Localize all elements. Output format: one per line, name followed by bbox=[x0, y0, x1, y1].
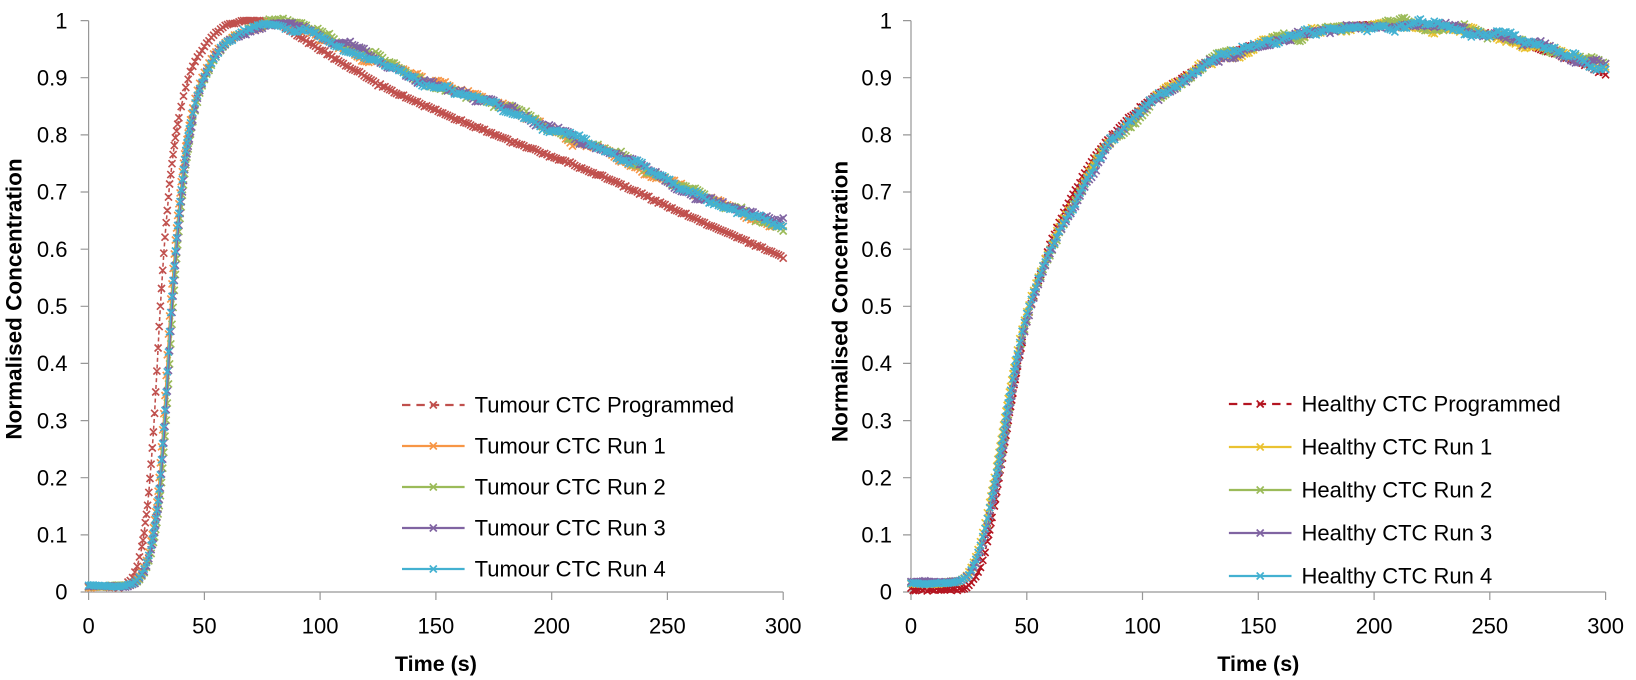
svg-text:0.2: 0.2 bbox=[37, 465, 68, 490]
svg-text:0.5: 0.5 bbox=[861, 294, 892, 319]
svg-text:Healthy CTC Programmed: Healthy CTC Programmed bbox=[1302, 392, 1561, 417]
svg-text:50: 50 bbox=[192, 614, 216, 639]
svg-text:1: 1 bbox=[880, 8, 892, 33]
svg-text:250: 250 bbox=[1471, 614, 1508, 639]
svg-text:0.9: 0.9 bbox=[861, 65, 892, 90]
svg-text:Normalised Concentration: Normalised Concentration bbox=[828, 161, 853, 442]
svg-text:0.4: 0.4 bbox=[37, 351, 68, 376]
svg-text:150: 150 bbox=[418, 614, 455, 639]
svg-text:Healthy CTC Run 4: Healthy CTC Run 4 bbox=[1302, 564, 1493, 589]
svg-text:Tumour CTC Run 1: Tumour CTC Run 1 bbox=[475, 434, 666, 459]
svg-text:Time (s): Time (s) bbox=[1217, 652, 1299, 676]
svg-text:0.6: 0.6 bbox=[861, 237, 892, 262]
svg-text:0.9: 0.9 bbox=[37, 65, 68, 90]
svg-text:0.7: 0.7 bbox=[37, 180, 68, 205]
svg-text:100: 100 bbox=[1124, 614, 1161, 639]
svg-text:0.8: 0.8 bbox=[861, 123, 892, 148]
svg-text:50: 50 bbox=[1015, 614, 1039, 639]
svg-text:0.7: 0.7 bbox=[861, 180, 892, 205]
svg-text:Tumour CTC Run 4: Tumour CTC Run 4 bbox=[475, 557, 666, 582]
svg-text:250: 250 bbox=[649, 614, 686, 639]
svg-text:Normalised Concentration: Normalised Concentration bbox=[2, 158, 27, 439]
svg-text:0.5: 0.5 bbox=[37, 294, 68, 319]
svg-text:200: 200 bbox=[1356, 614, 1393, 639]
svg-text:Tumour CTC Programmed: Tumour CTC Programmed bbox=[475, 393, 735, 418]
svg-text:200: 200 bbox=[533, 614, 570, 639]
svg-text:150: 150 bbox=[1240, 614, 1277, 639]
svg-text:0: 0 bbox=[880, 580, 892, 605]
svg-text:0.1: 0.1 bbox=[861, 523, 892, 548]
svg-text:0: 0 bbox=[905, 614, 917, 639]
svg-text:0: 0 bbox=[82, 614, 94, 639]
svg-text:0: 0 bbox=[55, 580, 67, 605]
svg-text:0.3: 0.3 bbox=[37, 408, 68, 433]
svg-text:Tumour CTC Run 2: Tumour CTC Run 2 bbox=[475, 475, 666, 500]
svg-text:Tumour CTC Run 3: Tumour CTC Run 3 bbox=[475, 516, 666, 541]
svg-text:300: 300 bbox=[765, 614, 802, 639]
svg-text:1: 1 bbox=[55, 8, 67, 33]
svg-text:0.2: 0.2 bbox=[861, 465, 892, 490]
svg-text:0.4: 0.4 bbox=[861, 351, 892, 376]
svg-text:Time (s): Time (s) bbox=[395, 652, 477, 676]
svg-text:Healthy CTC Run 1: Healthy CTC Run 1 bbox=[1302, 435, 1493, 460]
svg-text:Healthy CTC Run 2: Healthy CTC Run 2 bbox=[1302, 478, 1493, 503]
svg-text:300: 300 bbox=[1587, 614, 1624, 639]
svg-text:Healthy CTC Run 3: Healthy CTC Run 3 bbox=[1302, 521, 1493, 546]
svg-text:0.3: 0.3 bbox=[861, 408, 892, 433]
svg-text:0.8: 0.8 bbox=[37, 123, 68, 148]
svg-text:0.1: 0.1 bbox=[37, 523, 68, 548]
svg-text:100: 100 bbox=[302, 614, 339, 639]
svg-text:0.6: 0.6 bbox=[37, 237, 68, 262]
